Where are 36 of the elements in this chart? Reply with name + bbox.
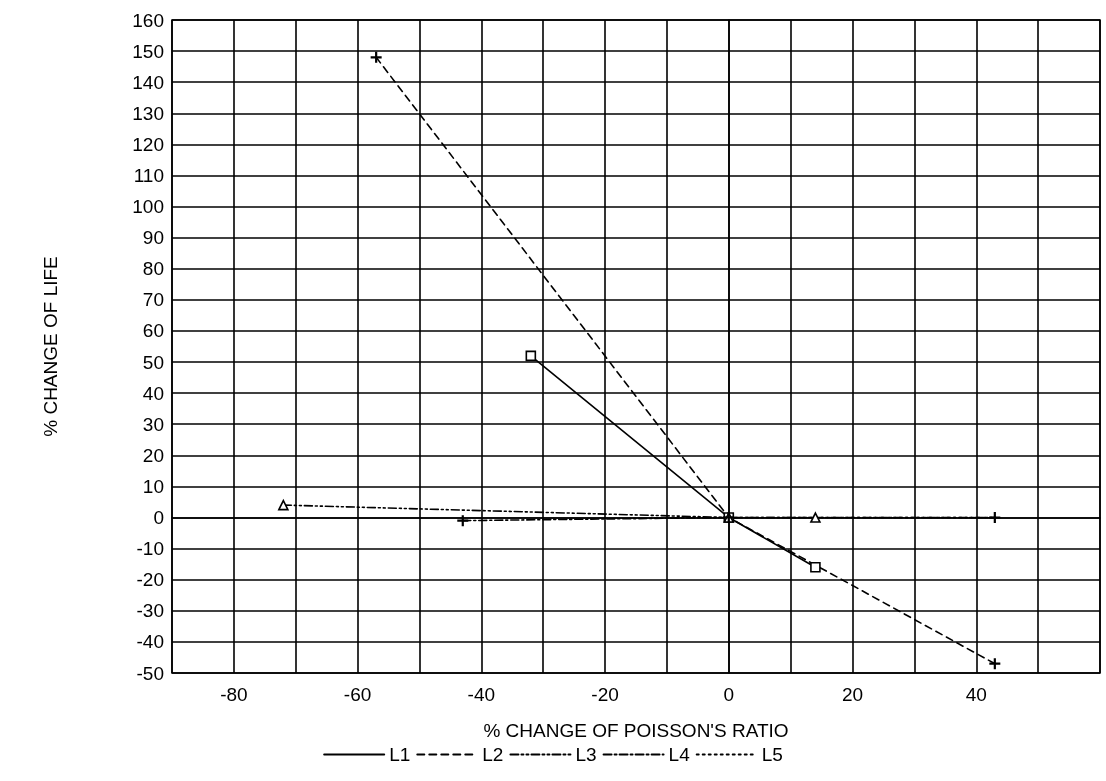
y-tick-label: 160 [132, 9, 164, 31]
y-tick-label: -30 [136, 600, 164, 622]
legend-label: L5 [761, 744, 783, 765]
y-tick-label: 70 [142, 289, 164, 311]
y-tick-label: 90 [142, 227, 164, 249]
y-tick-label: 110 [133, 164, 164, 186]
y-tick-label: -10 [136, 538, 164, 560]
x-tick-label: -40 [467, 684, 496, 705]
x-tick-label: -20 [591, 684, 619, 705]
y-tick-label: 40 [142, 382, 164, 404]
legend-label: L4 [668, 744, 691, 765]
x-tick-label: -60 [343, 684, 372, 705]
y-tick-label: 100 [132, 196, 164, 218]
y-tick-label: 120 [132, 133, 164, 155]
y-tick-label: 0 [153, 507, 164, 529]
y-tick-label: 30 [142, 413, 164, 435]
x-tick-label: 0 [723, 684, 735, 705]
y-tick-label: -40 [136, 631, 164, 653]
y-tick-label: 50 [142, 351, 164, 373]
x-axis-title: % CHANGE OF POISSON'S RATIO [483, 720, 789, 741]
y-tick-label: 140 [132, 71, 164, 93]
y-tick-label: -20 [136, 569, 164, 591]
legend-label: L3 [575, 744, 597, 765]
y-tick-label: 80 [142, 258, 164, 280]
legend-label: L1 [389, 744, 411, 765]
y-tick-label: 20 [142, 444, 164, 466]
y-tick-label: 150 [132, 40, 164, 62]
y-axis-title: % CHANGE OF LIFE [40, 256, 61, 437]
y-tick-label: 10 [142, 475, 164, 497]
x-tick-label: 20 [841, 684, 864, 705]
legend-label: L2 [482, 744, 504, 765]
y-tick-label: -50 [136, 662, 164, 684]
x-tick-label: -80 [220, 684, 248, 705]
y-tick-label: 130 [132, 102, 164, 124]
y-tick-label: 60 [142, 320, 164, 342]
x-tick-label: 40 [965, 684, 987, 705]
